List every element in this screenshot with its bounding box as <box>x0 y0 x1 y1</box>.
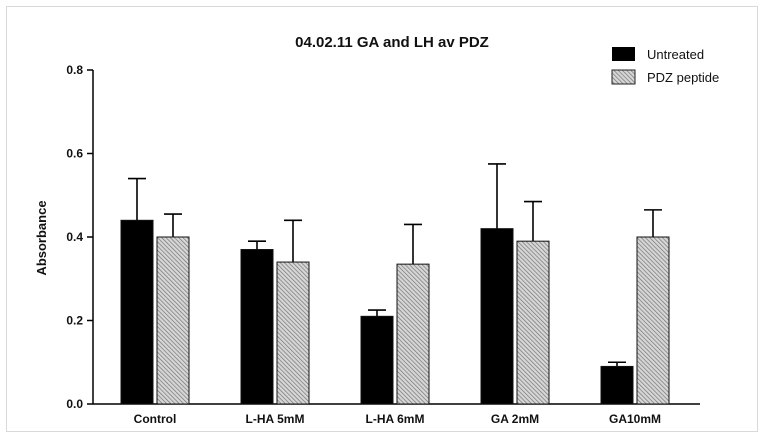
bars <box>120 163 670 405</box>
bar-pdz-peptide <box>156 236 190 405</box>
y-tick-label: 0.6 <box>66 147 83 161</box>
x-ticks: Control L-HA 5mM L-HA 6mM GA 2mM GA10mM <box>134 412 661 426</box>
x-tick-label: L-HA 5mM <box>246 412 305 426</box>
x-tick-label: GA 2mM <box>491 412 539 426</box>
chart-title: 04.02.11 GA and LH av PDZ <box>295 34 489 51</box>
legend-swatch-pdz-peptide <box>611 69 636 85</box>
bar-pdz-peptide <box>636 236 670 405</box>
y-tick-label: 0.4 <box>66 230 83 244</box>
legend-label-untreated: Untreated <box>647 47 704 62</box>
y-tick-label: 0.0 <box>66 397 83 411</box>
legend-label-pdz-peptide: PDZ peptide <box>647 70 719 85</box>
bar-pdz-peptide <box>396 263 430 405</box>
bar-pdz-peptide <box>276 261 310 405</box>
y-ticks: 0.0 0.2 0.4 0.6 0.8 <box>66 63 93 411</box>
bar-untreated <box>600 365 634 405</box>
bar-untreated <box>360 315 394 405</box>
x-tick-label: L-HA 6mM <box>366 412 425 426</box>
y-tick-label: 0.8 <box>66 63 83 77</box>
legend-swatch-untreated <box>612 47 635 61</box>
x-tick-label: Control <box>134 412 177 426</box>
bar-untreated <box>240 249 274 405</box>
bar-pdz-peptide <box>516 240 550 405</box>
y-axis-label: Absorbance <box>34 200 49 275</box>
legend: Untreated PDZ peptide <box>611 47 719 85</box>
bar-untreated <box>120 219 154 405</box>
x-tick-label: GA10mM <box>609 412 661 426</box>
bar-untreated <box>480 228 514 405</box>
y-tick-label: 0.2 <box>66 314 83 328</box>
